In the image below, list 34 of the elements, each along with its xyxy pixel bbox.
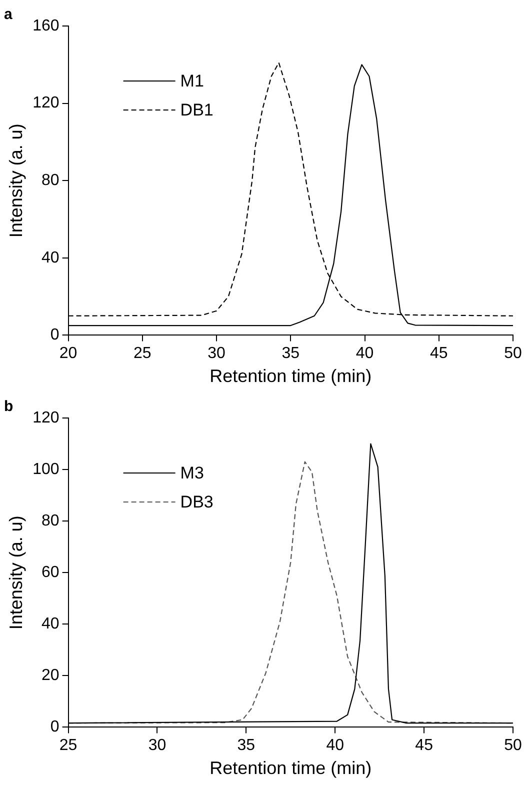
- x-tick-label: 50: [504, 345, 522, 362]
- y-tick-label: 100: [32, 460, 60, 478]
- x-tick-label: 40: [356, 345, 374, 362]
- legend-label: DB1: [180, 100, 214, 120]
- y-tick-label: 80: [42, 512, 60, 530]
- x-tick-label: 35: [282, 345, 300, 362]
- y-tick-label: 120: [32, 409, 60, 426]
- x-tick-label: 45: [415, 737, 434, 754]
- y-axis-title: Intensity (a. u): [6, 124, 26, 238]
- y-tick-label: 80: [42, 172, 60, 190]
- x-tick-label: 40: [326, 737, 344, 754]
- x-axis-title: Retention time (min): [210, 758, 372, 778]
- x-tick-label: 30: [208, 345, 226, 362]
- legend-label: M1: [180, 72, 204, 91]
- y-tick-label: 40: [42, 616, 60, 633]
- x-tick-label: 35: [237, 737, 256, 754]
- x-axis-title: Retention time (min): [210, 366, 372, 386]
- chart-title: b: [4, 398, 14, 416]
- x-tick-label: 50: [504, 737, 522, 754]
- y-tick-label: 0: [50, 718, 60, 736]
- legend-label: M3: [180, 464, 204, 483]
- x-tick-label: 25: [59, 737, 78, 754]
- y-tick-label: 160: [32, 17, 60, 34]
- y-tick-label: 60: [42, 564, 60, 582]
- y-tick-label: 120: [32, 94, 60, 112]
- x-tick-label: 45: [430, 345, 448, 362]
- chart-title: a: [4, 6, 13, 24]
- x-tick-label: 25: [134, 345, 152, 362]
- y-tick-label: 0: [50, 326, 60, 344]
- y-tick-label: 20: [42, 667, 60, 684]
- x-tick-label: 30: [148, 737, 166, 754]
- y-tick-label: 40: [42, 249, 60, 266]
- y-axis-title: Intensity (a. u): [6, 516, 26, 630]
- legend-label: DB3: [180, 492, 214, 512]
